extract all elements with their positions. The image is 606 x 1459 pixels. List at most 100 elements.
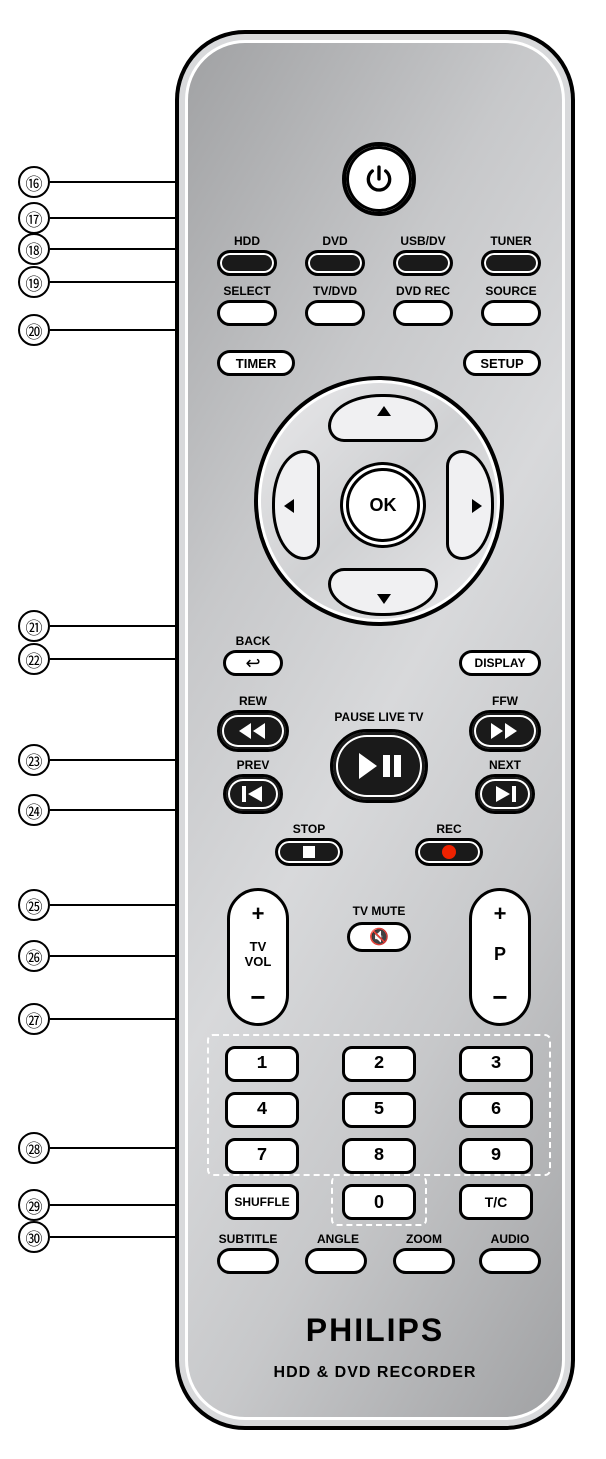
stop-button[interactable]: [275, 838, 343, 866]
audio-label: AUDIO: [473, 1232, 547, 1246]
brand-text: PHILIPS: [179, 1312, 571, 1349]
num-8-button[interactable]: 8: [342, 1138, 416, 1174]
tc-text: T/C: [485, 1194, 508, 1210]
num-4-button[interactable]: 4: [225, 1092, 299, 1128]
shuffle-text: SHUFFLE: [234, 1195, 289, 1209]
callout-number: ㉖: [18, 940, 50, 972]
dvd-label: DVD: [305, 234, 365, 248]
down-arrow-icon: [377, 594, 391, 604]
next-button[interactable]: [475, 774, 535, 814]
dvdrec-button[interactable]: [393, 300, 453, 326]
callout-number: ⑳: [18, 314, 50, 346]
num-1-button[interactable]: 1: [225, 1046, 299, 1082]
angle-label: ANGLE: [301, 1232, 375, 1246]
callout-number: ⑯: [18, 166, 50, 198]
tvvol-text: TVVOL: [245, 940, 272, 969]
next-label: NEXT: [475, 758, 535, 772]
callout-number: ㉕: [18, 889, 50, 921]
num-0-text: 0: [374, 1192, 384, 1213]
next-icon: [494, 786, 516, 802]
power-button[interactable]: [342, 142, 416, 216]
tv-vol-rocker[interactable]: + TVVOL −: [227, 888, 289, 1026]
stop-icon: [303, 846, 315, 858]
hdd-button[interactable]: [217, 250, 277, 276]
back-button[interactable]: ↩: [223, 650, 283, 676]
dpad-left[interactable]: [272, 450, 320, 560]
angle-button[interactable]: [305, 1248, 367, 1274]
num-5-button[interactable]: 5: [342, 1092, 416, 1128]
subtitle-button[interactable]: [217, 1248, 279, 1274]
tvdvd-label: TV/DVD: [305, 284, 365, 298]
subtitle-text: HDD & DVD RECORDER: [179, 1364, 571, 1382]
callout-number: ㉓: [18, 744, 50, 776]
source-button[interactable]: [481, 300, 541, 326]
num-7-button[interactable]: 7: [225, 1138, 299, 1174]
hdd-label: HDD: [217, 234, 277, 248]
rec-button[interactable]: [415, 838, 483, 866]
num-3-button[interactable]: 3: [459, 1046, 533, 1082]
tv-mute-button[interactable]: 🔇: [347, 922, 411, 952]
num-2-button[interactable]: 2: [342, 1046, 416, 1082]
setup-text: SETUP: [480, 356, 523, 371]
back-label: BACK: [223, 634, 283, 648]
num-6-button[interactable]: 6: [459, 1092, 533, 1128]
ok-button[interactable]: OK: [346, 468, 420, 542]
callout-line: [50, 1018, 186, 1020]
callout-number: ㉒: [18, 643, 50, 675]
zoom-button[interactable]: [393, 1248, 455, 1274]
zoom-label: ZOOM: [387, 1232, 461, 1246]
select-label: SELECT: [217, 284, 277, 298]
left-arrow-icon: [284, 499, 294, 513]
p-text: P: [494, 945, 506, 965]
dvd-button[interactable]: [305, 250, 365, 276]
shuffle-button[interactable]: SHUFFLE: [225, 1184, 299, 1220]
tuner-button[interactable]: [481, 250, 541, 276]
dvdrec-label: DVD REC: [393, 284, 453, 298]
callout-number: ㉑: [18, 610, 50, 642]
tvmute-label: TV MUTE: [332, 904, 426, 918]
callout-number: ⑰: [18, 202, 50, 234]
subtitle-label: SUBTITLE: [211, 1232, 285, 1246]
rec-icon: [442, 845, 456, 859]
callout-number: ㉘: [18, 1132, 50, 1164]
num-0-button[interactable]: 0: [342, 1184, 416, 1220]
callout-number: ⑲: [18, 266, 50, 298]
right-arrow-icon: [472, 499, 482, 513]
audio-button[interactable]: [479, 1248, 541, 1274]
rec-label: REC: [419, 822, 479, 836]
callout-number: ㉚: [18, 1221, 50, 1253]
timer-button[interactable]: TIMER: [217, 350, 295, 376]
usb-button[interactable]: [393, 250, 453, 276]
timer-text: TIMER: [236, 356, 276, 371]
display-text: DISPLAY: [475, 656, 526, 670]
dpad-down[interactable]: [328, 568, 438, 616]
callout: ㉗: [18, 1003, 186, 1035]
tvdvd-button[interactable]: [305, 300, 365, 326]
p-plus-icon: +: [494, 901, 507, 927]
stop-label: STOP: [279, 822, 339, 836]
ffw-button[interactable]: [469, 710, 541, 752]
pauselive-label: PAUSE LIVE TV: [319, 710, 439, 724]
dpad: OK: [254, 376, 504, 626]
tuner-label: TUNER: [481, 234, 541, 248]
tc-button[interactable]: T/C: [459, 1184, 533, 1220]
forward-icon: [489, 722, 521, 740]
callout-number: ㉔: [18, 794, 50, 826]
power-icon: [363, 163, 395, 195]
program-rocker[interactable]: + P −: [469, 888, 531, 1026]
select-button[interactable]: [217, 300, 277, 326]
prev-button[interactable]: [223, 774, 283, 814]
ok-text: OK: [370, 495, 397, 516]
prev-label: PREV: [223, 758, 283, 772]
up-arrow-icon: [377, 406, 391, 416]
setup-button[interactable]: SETUP: [463, 350, 541, 376]
dpad-up[interactable]: [328, 394, 438, 442]
callout-number: ㉗: [18, 1003, 50, 1035]
num-9-button[interactable]: 9: [459, 1138, 533, 1174]
dpad-right[interactable]: [446, 450, 494, 560]
callout-number: ㉙: [18, 1189, 50, 1221]
play-pause-button[interactable]: [330, 729, 428, 803]
ffw-label: FFW: [475, 694, 535, 708]
rew-button[interactable]: [217, 710, 289, 752]
display-button[interactable]: DISPLAY: [459, 650, 541, 676]
